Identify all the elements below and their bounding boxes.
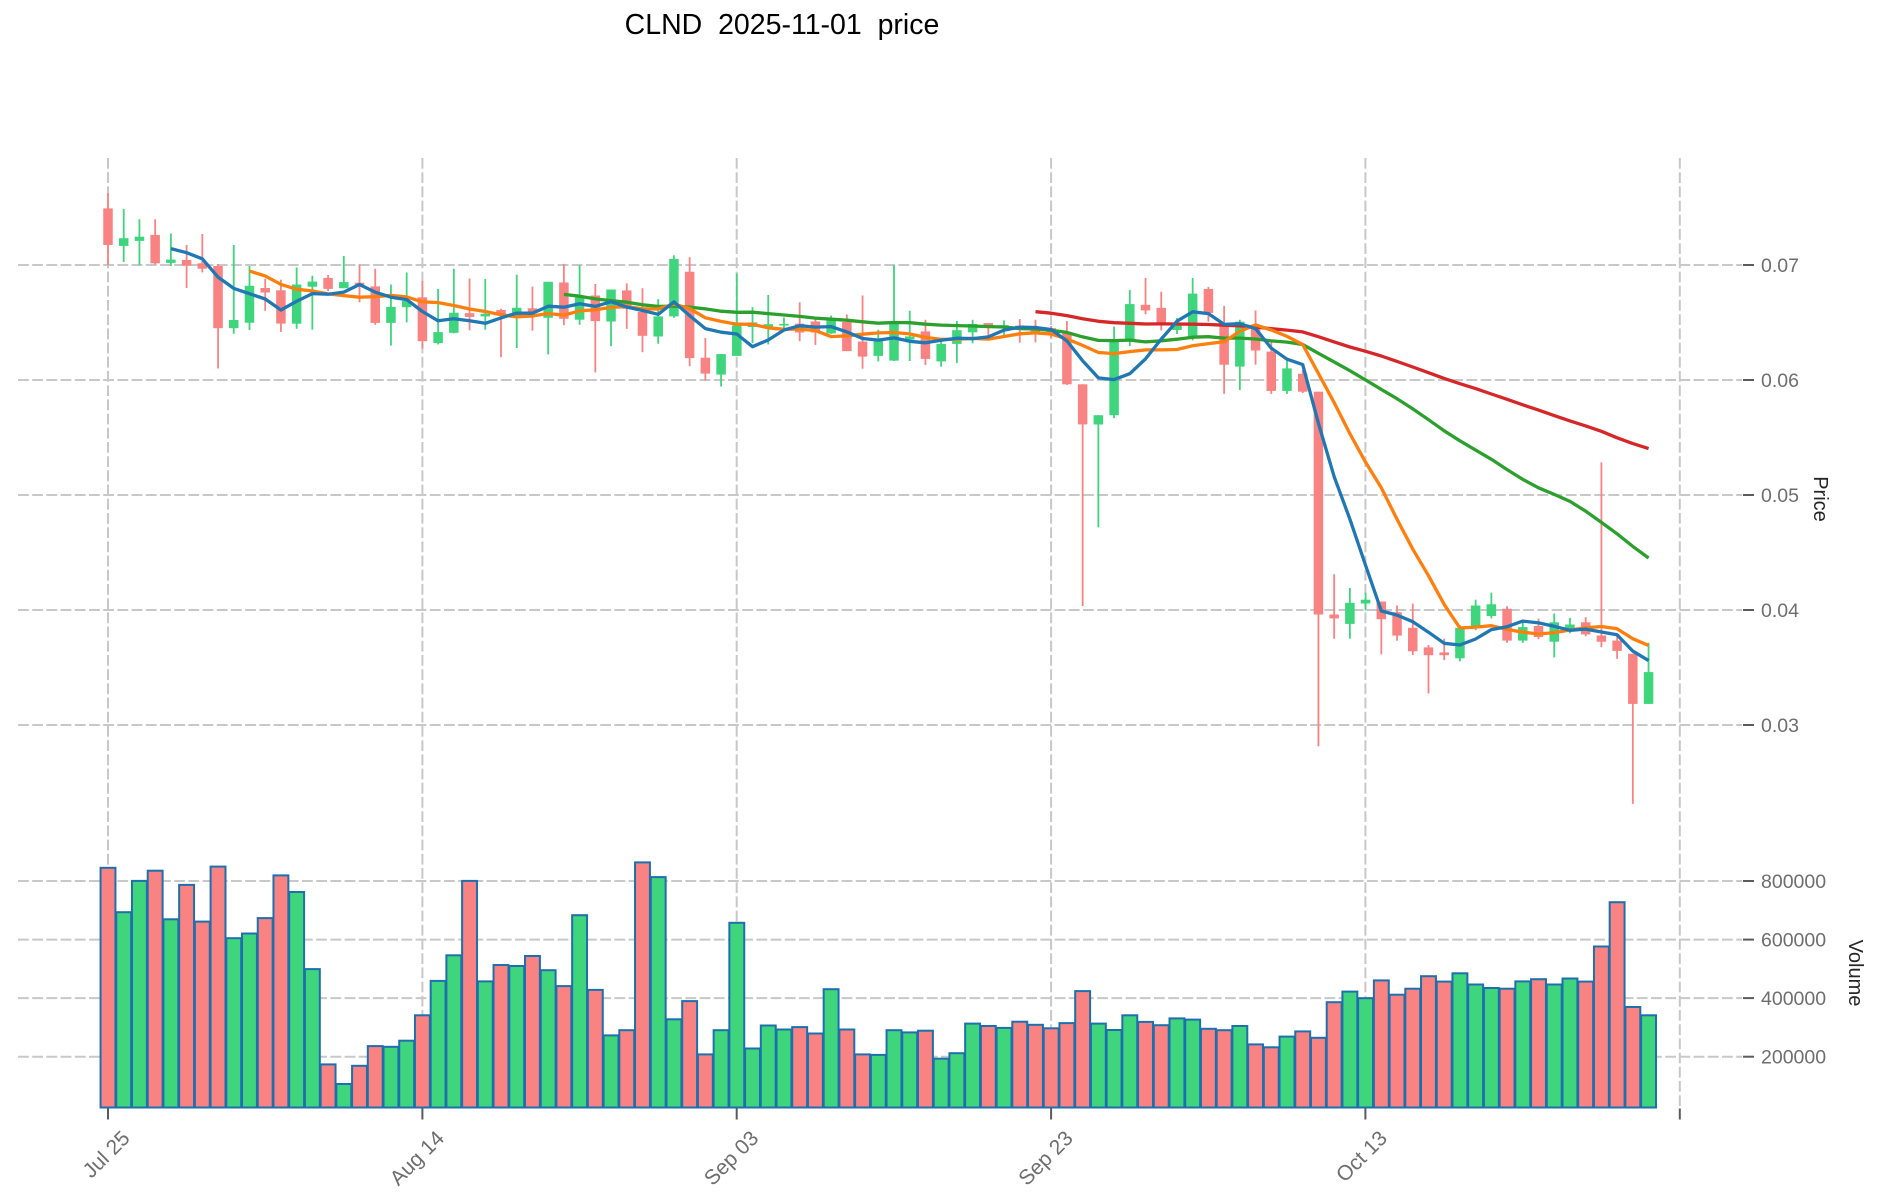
- svg-text:CLND 2025-11-01 price: CLND 2025-11-01 price: [625, 9, 940, 41]
- svg-text:0.06: 0.06: [1761, 370, 1799, 392]
- svg-text:Volume: Volume: [1844, 940, 1866, 1007]
- svg-text:600000: 600000: [1761, 930, 1826, 952]
- svg-text:Price: Price: [1809, 476, 1831, 522]
- svg-text:800000: 800000: [1761, 871, 1826, 893]
- svg-text:0.05: 0.05: [1761, 485, 1799, 507]
- svg-text:0.03: 0.03: [1761, 715, 1799, 737]
- svg-text:0.04: 0.04: [1761, 600, 1799, 622]
- svg-text:400000: 400000: [1761, 988, 1826, 1010]
- svg-text:200000: 200000: [1761, 1047, 1826, 1069]
- svg-text:0.07: 0.07: [1761, 255, 1799, 277]
